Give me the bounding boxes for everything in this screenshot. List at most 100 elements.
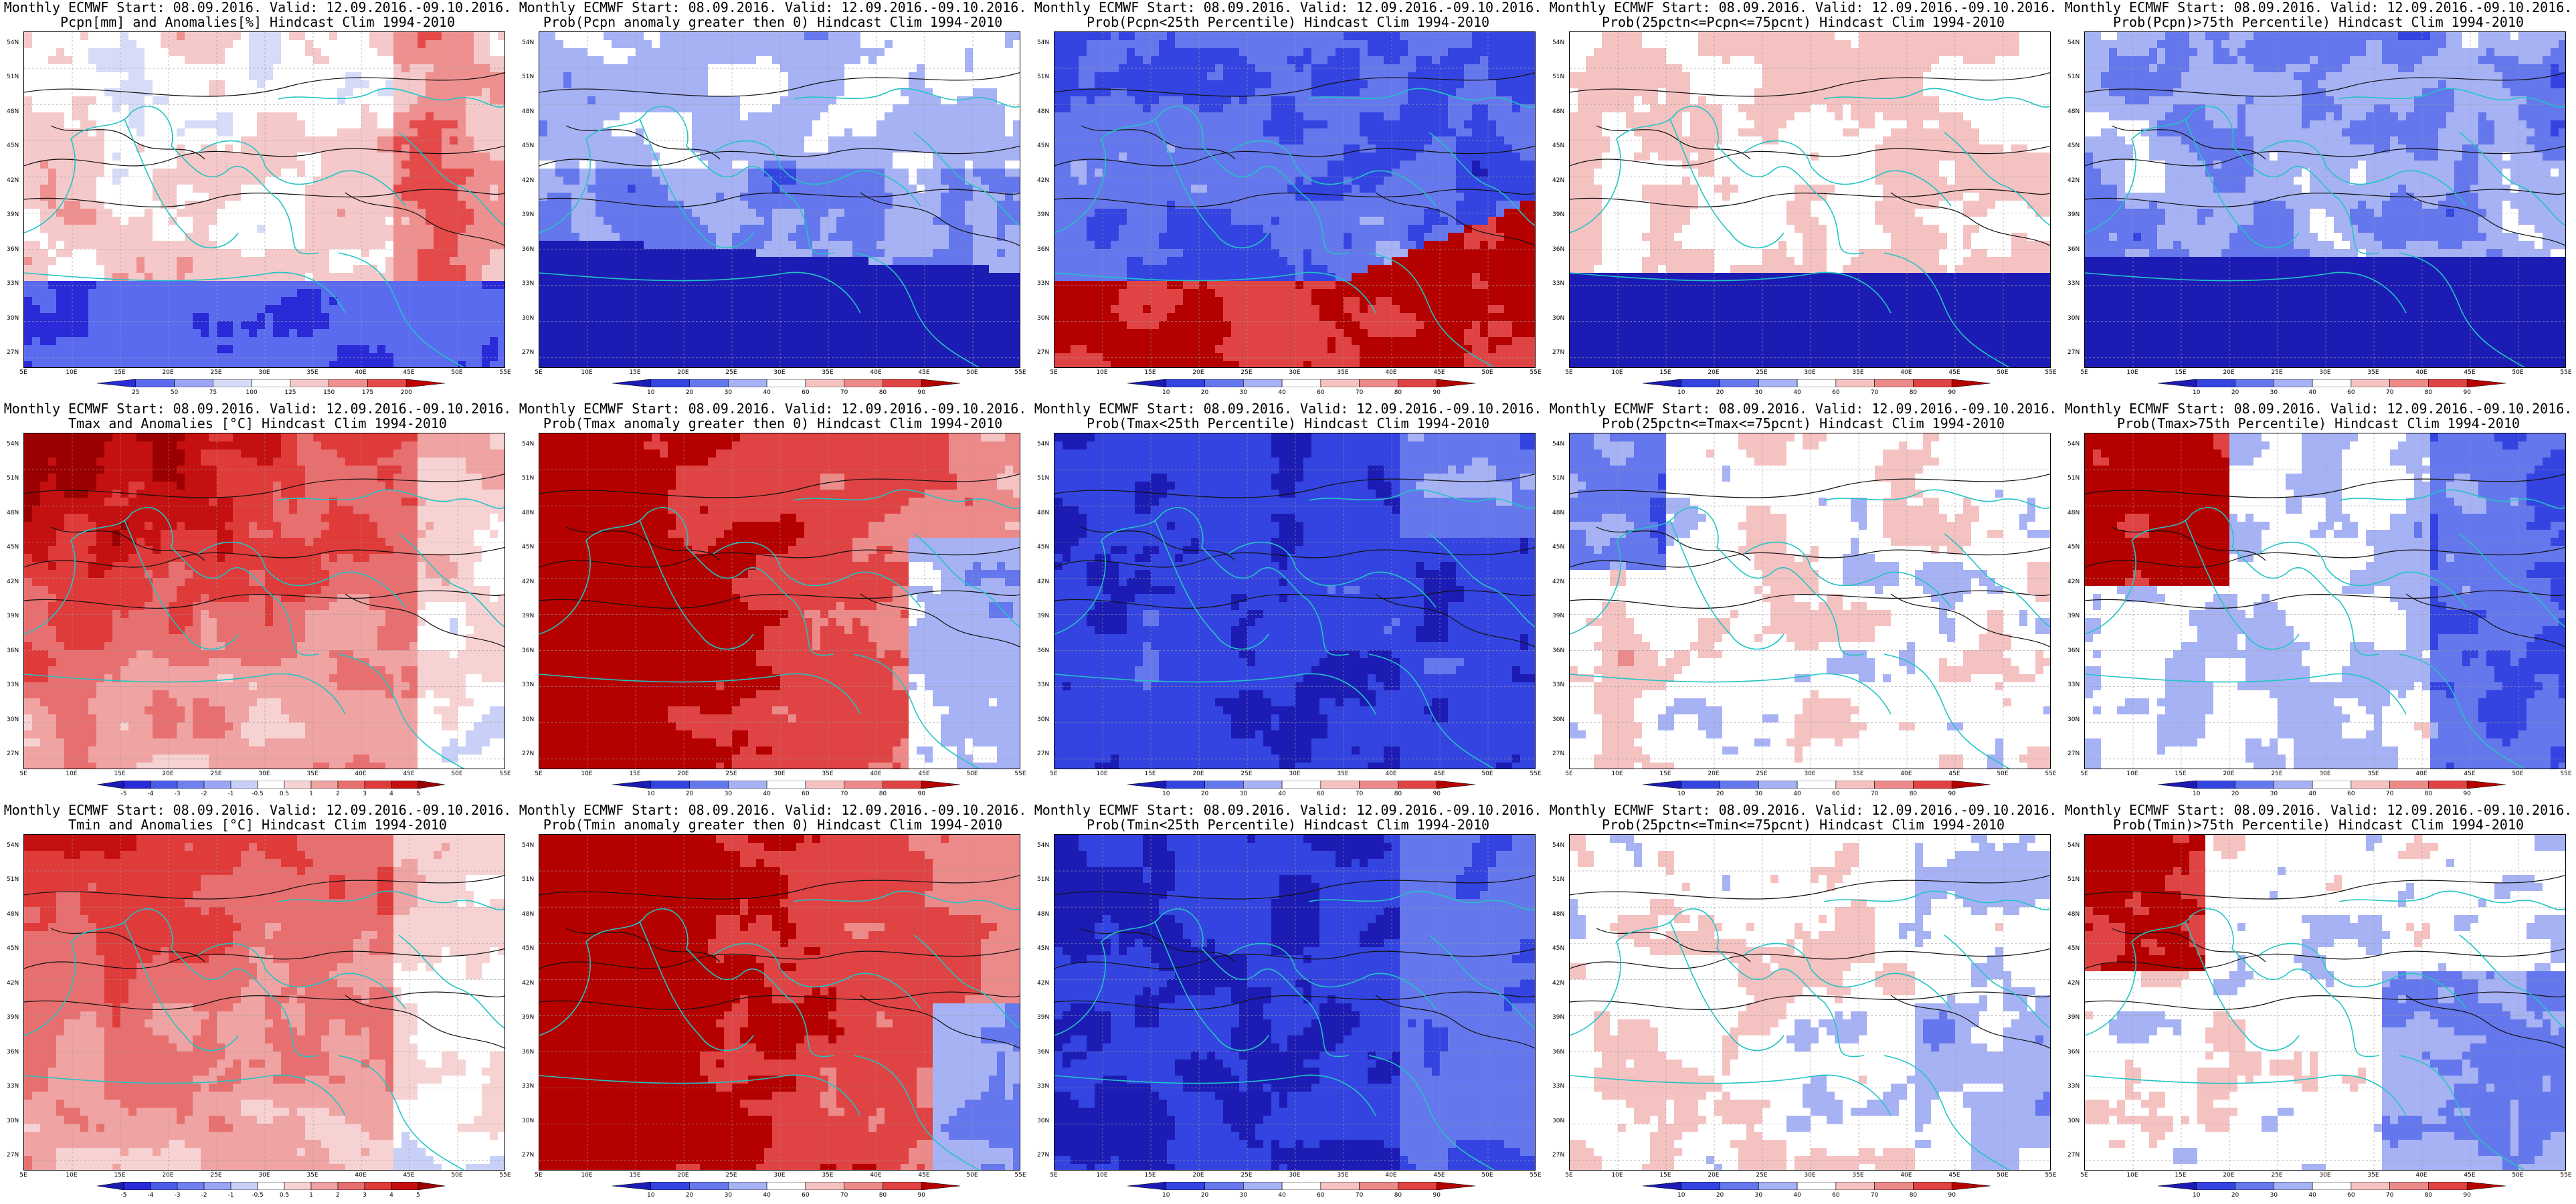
colorbar-label: 90 bbox=[1433, 1192, 1440, 1199]
coastline bbox=[2459, 132, 2565, 226]
colorbar-label: -5 bbox=[121, 1192, 127, 1199]
climatology-contour bbox=[1054, 991, 1535, 1010]
coastline bbox=[1368, 654, 1495, 769]
colorbar-swatch bbox=[844, 379, 883, 387]
colorbar-label: 70 bbox=[1871, 389, 1878, 396]
colorbar-label: 80 bbox=[1910, 1192, 1917, 1199]
longitude-label: 45E bbox=[1433, 1172, 1445, 1179]
longitude-label: 45E bbox=[2464, 1172, 2475, 1179]
colorbar-swatch bbox=[310, 781, 339, 789]
colorbar-label: 40 bbox=[763, 791, 770, 797]
colorbar-label: 5 bbox=[416, 1192, 420, 1199]
colorbar-swatch bbox=[1874, 379, 1914, 387]
latitude-label: 48N bbox=[522, 510, 534, 516]
coastline bbox=[24, 106, 319, 255]
colorbar-swatch bbox=[2466, 1182, 2506, 1190]
longitude-label: 35E bbox=[2367, 1172, 2379, 1179]
colorbar-swatch bbox=[418, 1182, 445, 1190]
coastline bbox=[338, 1055, 465, 1170]
coastline bbox=[1883, 252, 2011, 367]
colorbar-swatch bbox=[1720, 379, 1759, 387]
forecast-map bbox=[23, 31, 505, 368]
longitude-label: 5E bbox=[1565, 771, 1572, 777]
colorbar-label: 3 bbox=[363, 791, 367, 797]
colorbar-swatch bbox=[728, 1182, 767, 1190]
latitude-label: 30N bbox=[1037, 1118, 1049, 1124]
colorbar-label: 60 bbox=[802, 791, 809, 797]
longitude-label: 50E bbox=[451, 369, 462, 376]
longitude-label: 15E bbox=[1659, 771, 1671, 777]
colorbar-swatch bbox=[1835, 1182, 1875, 1190]
longitude-label: 10E bbox=[581, 1172, 592, 1179]
colorbar-swatch bbox=[230, 781, 258, 789]
latitude-label: 54N bbox=[1037, 842, 1049, 849]
climatology-contour bbox=[2085, 948, 2565, 969]
coastline bbox=[2185, 520, 2300, 650]
colorbar-swatch bbox=[364, 1182, 392, 1190]
colorbar-swatch bbox=[405, 379, 445, 387]
colorbar-swatch bbox=[2351, 379, 2390, 387]
climatology-contour bbox=[1375, 593, 1535, 647]
panel-title-line2: Prob(Tmax<25th Percentile) Hindcast Clim… bbox=[1030, 416, 1546, 431]
map-panel: Monthly ECMWF Start: 08.09.2016. Valid: … bbox=[0, 401, 515, 803]
latitude-label: 36N bbox=[522, 246, 534, 253]
map-panel: Monthly ECMWF Start: 08.09.2016. Valid: … bbox=[515, 803, 1030, 1204]
longitude-label: 15E bbox=[1659, 369, 1671, 376]
latitude-label: 30N bbox=[7, 1118, 19, 1124]
coastline bbox=[1054, 908, 1350, 1058]
panel-title-line2: Prob(Pcpn<25th Percentile) Hindcast Clim… bbox=[1030, 15, 1546, 29]
colorbar-swatch bbox=[1398, 379, 1437, 387]
colorbar-swatch bbox=[1320, 379, 1360, 387]
coastline bbox=[2185, 118, 2300, 249]
longitude-label: 15E bbox=[1144, 1172, 1156, 1179]
panel-title-line1: Monthly ECMWF Start: 08.09.2016. Valid: … bbox=[0, 803, 515, 817]
colorbar-label: 90 bbox=[2463, 791, 2470, 797]
latitude-label: 33N bbox=[1552, 1083, 1564, 1090]
colorbar-swatch bbox=[1127, 379, 1167, 387]
climatology-contour bbox=[1570, 473, 2050, 498]
climatology-contour bbox=[2085, 874, 2565, 900]
longitude-label: 5E bbox=[535, 771, 542, 777]
longitude-label: 40E bbox=[1900, 1172, 1912, 1179]
colorbar-label: 60 bbox=[802, 1192, 809, 1199]
colorbar-label: 10 bbox=[647, 791, 654, 797]
longitude-label: 50E bbox=[2512, 1172, 2523, 1179]
longitude-label: 15E bbox=[2175, 369, 2186, 376]
coastline bbox=[713, 942, 921, 1009]
coastline bbox=[1669, 118, 1784, 249]
latitude-label: 45N bbox=[522, 544, 534, 550]
longitude-label: 30E bbox=[773, 1172, 785, 1179]
coastline bbox=[1429, 132, 1535, 226]
latitude-label: 42N bbox=[1037, 579, 1049, 585]
colorbar-label: -1 bbox=[228, 791, 234, 797]
colorbar-swatch bbox=[2158, 1182, 2197, 1190]
colorbar-label: 80 bbox=[2425, 791, 2432, 797]
colorbar-label: -0.5 bbox=[252, 791, 264, 797]
colorbar bbox=[97, 379, 445, 387]
longitude-label: 50E bbox=[966, 771, 978, 777]
colorbar-swatch bbox=[150, 1182, 178, 1190]
longitude-label: 40E bbox=[1385, 771, 1396, 777]
coastline bbox=[2338, 890, 2565, 910]
forecast-map bbox=[539, 834, 1020, 1171]
colorbar-swatch bbox=[1166, 1182, 1205, 1190]
latitude-label: 27N bbox=[1552, 750, 1564, 757]
longitude-label: 40E bbox=[355, 1172, 366, 1179]
latitude-label: 48N bbox=[2067, 911, 2080, 918]
latitude-label: 54N bbox=[2067, 441, 2080, 447]
coastline bbox=[713, 541, 921, 608]
longitude-label: 40E bbox=[1900, 369, 1912, 376]
colorbar-swatch bbox=[1320, 1182, 1360, 1190]
map-panel: Monthly ECMWF Start: 08.09.2016. Valid: … bbox=[2061, 0, 2576, 401]
latitude-label: 33N bbox=[2067, 1083, 2080, 1090]
colorbar-label: 125 bbox=[284, 389, 296, 396]
colorbar-label: 20 bbox=[1716, 791, 1724, 797]
coastline bbox=[1308, 489, 1535, 509]
climatology-contour bbox=[345, 192, 504, 246]
panel-title-line2: Prob(Pcpn)>75th Percentile) Hindcast Cli… bbox=[2061, 15, 2576, 29]
colorbar-swatch bbox=[1281, 1182, 1321, 1190]
map-field bbox=[539, 835, 1020, 1170]
coastline bbox=[2085, 106, 2380, 255]
latitude-label: 42N bbox=[1037, 177, 1049, 184]
latitude-label: 30N bbox=[522, 1118, 534, 1124]
